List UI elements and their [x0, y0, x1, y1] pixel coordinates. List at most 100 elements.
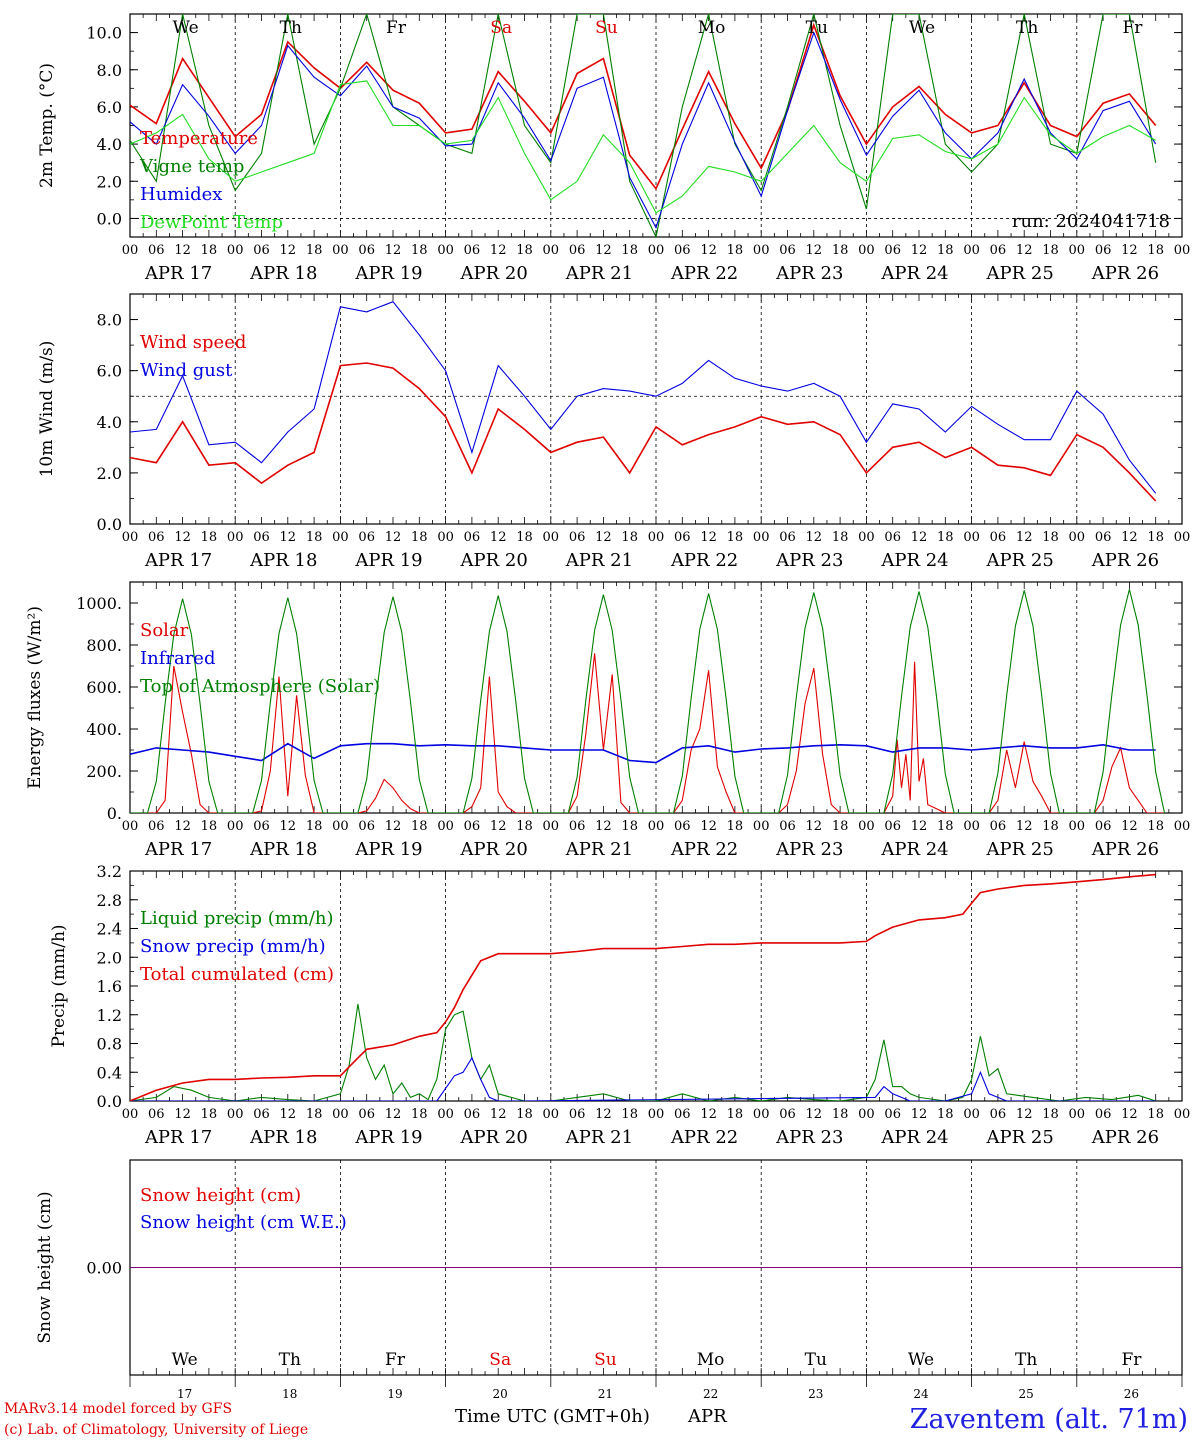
weekday-label: Sa [490, 18, 512, 38]
hour-label: 18 [201, 243, 218, 258]
hour-label: 18 [1042, 819, 1059, 834]
hour-label: 18 [516, 1107, 533, 1122]
hour-label: 00 [648, 243, 665, 258]
weekday-label: Su [595, 18, 618, 38]
hour-label: 12 [911, 530, 928, 545]
date-label: APR 18 [249, 839, 317, 860]
series-group [130, 589, 1166, 813]
date-label: APR 17 [144, 550, 212, 571]
y-tick-label: 2.0 [97, 948, 122, 967]
date-label: APR 25 [986, 550, 1054, 571]
y-tick-label: 0.4 [97, 1063, 122, 1082]
hour-label: 18 [201, 819, 218, 834]
run-annotation: run: 2024041718 [1012, 211, 1170, 232]
hour-label: 12 [806, 1107, 823, 1122]
date-label: APR 26 [1091, 1127, 1159, 1148]
hour-label: 00 [543, 819, 560, 834]
hour-label: 18 [727, 530, 744, 545]
hour-label: 00 [1174, 819, 1191, 834]
y-tick-label: 1000. [76, 594, 122, 613]
hour-label: 00 [1069, 1107, 1086, 1122]
y-tick-label: 8.0 [97, 311, 122, 330]
hour-label: 06 [358, 243, 375, 258]
date-label: APR 25 [986, 1127, 1054, 1148]
date-label: APR 25 [986, 839, 1054, 860]
hour-label: 18 [727, 1107, 744, 1122]
y-tick-label: 10.0 [86, 24, 122, 43]
hour-label: 12 [911, 243, 928, 258]
weekday-label: Fr [1122, 18, 1143, 38]
y-tick-label: 2.0 [97, 172, 122, 191]
legend-vigne-temp: Vigne temp [139, 156, 244, 177]
date-label: APR 18 [249, 550, 317, 571]
hour-label: 00 [1174, 530, 1191, 545]
y-tick-label: 1.6 [97, 977, 122, 996]
hour-label: 12 [280, 819, 297, 834]
hour-label: 18 [727, 243, 744, 258]
hour-label: 00 [1174, 243, 1191, 258]
legend-wind-speed: Wind speed [140, 332, 246, 353]
day-number-label: 26 [1124, 1387, 1139, 1401]
hour-label: 06 [990, 530, 1007, 545]
date-label: APR 20 [460, 839, 528, 860]
hour-label: 18 [411, 819, 428, 834]
footer-copyright: (c) Lab. of Climatology, University of L… [4, 1422, 308, 1438]
hour-label: 12 [911, 1107, 928, 1122]
hour-label: 06 [569, 243, 586, 258]
hour-label: 00 [1069, 243, 1086, 258]
hour-label: 00 [543, 1107, 560, 1122]
y-tick-label: 0. [107, 804, 122, 823]
x-axis-label: Time UTC (GMT+0h) [455, 1406, 650, 1427]
hour-label: 00 [227, 243, 244, 258]
x-axis-month: APR [687, 1406, 727, 1427]
hour-label: 06 [253, 243, 270, 258]
legend-temperature: Temperature [140, 128, 258, 149]
hour-label: 12 [174, 243, 191, 258]
hour-label: 12 [595, 243, 612, 258]
hour-label: 00 [753, 243, 770, 258]
hour-label: 00 [437, 1107, 454, 1122]
day-number-label: 24 [913, 1387, 929, 1401]
hour-label: 06 [1095, 819, 1112, 834]
legend-solar: Solar [140, 620, 189, 641]
hour-label: 00 [122, 530, 139, 545]
hour-label: 00 [332, 1107, 349, 1122]
weekday-label: We [172, 1350, 198, 1370]
hour-label: 06 [990, 1107, 1007, 1122]
date-label: APR 18 [249, 263, 317, 284]
date-label: APR 26 [1091, 550, 1159, 571]
date-label: APR 24 [880, 1127, 948, 1148]
hour-label: 18 [937, 1107, 954, 1122]
hour-label: 06 [674, 819, 691, 834]
hour-label: 18 [1042, 530, 1059, 545]
day-number-label: 25 [1019, 1387, 1034, 1401]
hour-label: 06 [253, 819, 270, 834]
hour-label: 06 [569, 819, 586, 834]
weekday-label: Su [594, 1350, 617, 1370]
hour-label: 00 [332, 530, 349, 545]
y-tick-label: 0.0 [97, 209, 122, 228]
hour-label: 18 [621, 243, 638, 258]
y-tick-label: 3.2 [97, 862, 122, 881]
hour-label: 12 [595, 1107, 612, 1122]
weekday-label: Mo [697, 1350, 725, 1370]
hour-label: 12 [595, 530, 612, 545]
hour-label: 12 [700, 1107, 717, 1122]
y-tick-label: 800. [86, 636, 122, 655]
hour-label: 12 [700, 530, 717, 545]
hour-label: 18 [1147, 530, 1164, 545]
date-label: APR 23 [775, 263, 843, 284]
hour-label: 00 [122, 819, 139, 834]
hour-label: 00 [1174, 1107, 1191, 1122]
date-label: APR 21 [565, 263, 633, 284]
hour-label: 18 [306, 819, 323, 834]
hour-label: 18 [1147, 243, 1164, 258]
date-label: APR 24 [880, 263, 948, 284]
hour-label: 00 [963, 530, 980, 545]
hour-label: 18 [832, 530, 849, 545]
date-label: APR 21 [565, 550, 633, 571]
hour-label: 18 [411, 243, 428, 258]
legend-dewpoint-temp: DewPoint Temp [140, 212, 283, 233]
hour-label: 18 [621, 1107, 638, 1122]
